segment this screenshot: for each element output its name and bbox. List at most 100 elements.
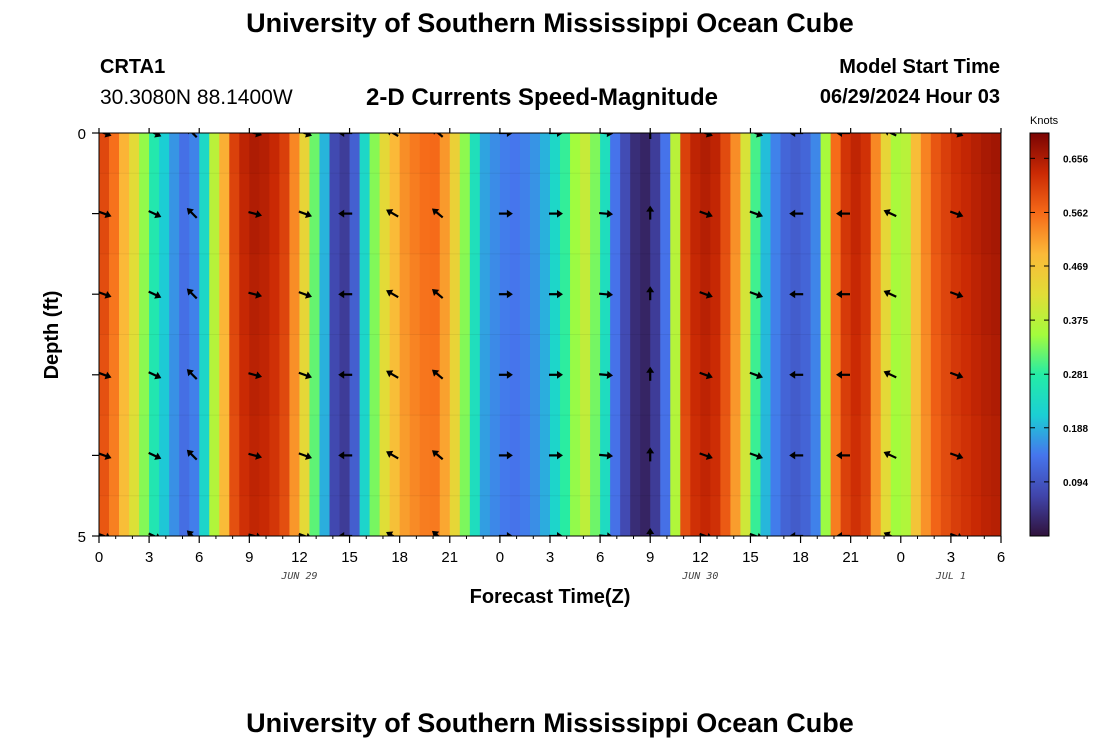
heatmap-cell	[630, 133, 641, 174]
heatmap-cell	[319, 334, 331, 416]
heatmap-cell	[469, 415, 481, 497]
current-arrow	[99, 133, 112, 138]
heatmap-cell	[870, 173, 882, 255]
heatmap-cell	[529, 133, 541, 174]
heatmap-cell	[509, 495, 521, 536]
heatmap-cell	[930, 495, 942, 536]
heatmap-cell	[479, 495, 491, 536]
heatmap-cell	[990, 415, 1001, 497]
heatmap-cell	[630, 253, 641, 335]
heatmap-cell	[289, 415, 301, 497]
current-arrow	[649, 133, 652, 139]
heatmap-cell	[860, 334, 872, 416]
heatmap-cell	[439, 415, 451, 497]
heatmap-cell	[570, 173, 581, 255]
current-arrow	[99, 452, 112, 460]
heatmap-cell	[229, 253, 240, 335]
x-tick-label: 18	[792, 549, 809, 566]
heatmap-cell	[710, 253, 721, 335]
heatmap-cell	[570, 253, 581, 335]
heatmap-cell	[399, 133, 411, 174]
current-arrow	[646, 447, 655, 462]
heatmap-cell	[700, 495, 711, 536]
heatmap-cell	[379, 253, 391, 335]
footer-title: University of Southern Mississippi Ocean…	[246, 708, 854, 738]
current-arrow	[338, 133, 353, 137]
heatmap-cell	[489, 133, 501, 174]
heatmap-cell	[800, 495, 812, 536]
heatmap-cell	[810, 415, 822, 497]
heatmap-cell	[249, 495, 260, 536]
heatmap-cell	[600, 133, 611, 174]
heatmap-cell	[660, 495, 671, 536]
heatmap-cell	[990, 133, 1001, 174]
y-tick-label: 5	[78, 529, 86, 546]
heatmap-cell	[690, 334, 701, 416]
current-arrow	[646, 366, 655, 381]
current-arrow	[789, 209, 804, 218]
heatmap-cell	[820, 415, 832, 497]
heatmap-cell	[499, 495, 511, 536]
current-arrow	[883, 209, 897, 218]
current-arrow	[789, 133, 804, 137]
heatmap-cell	[970, 173, 982, 255]
heatmap-cell	[690, 133, 701, 174]
heatmap-cell	[279, 495, 291, 536]
heatmap-cell	[860, 495, 872, 536]
current-arrow	[148, 371, 162, 380]
colorbar-tick-label: 0.656	[1063, 154, 1088, 165]
heatmap-cell	[119, 334, 130, 416]
heatmap-cell	[720, 415, 731, 497]
current-arrow	[248, 452, 263, 460]
heatmap-cell	[489, 415, 501, 497]
heatmap-cell	[489, 173, 501, 255]
current-arrow	[599, 209, 614, 218]
model-start-value: 06/29/2024 Hour 03	[819, 86, 1000, 108]
heatmap-cell	[650, 173, 661, 255]
heatmap-cell	[860, 415, 872, 497]
heatmap-cell	[369, 173, 381, 255]
heatmap-cell	[199, 133, 210, 174]
heatmap-cell	[610, 415, 621, 497]
current-arrow	[549, 451, 563, 460]
heatmap-cell	[239, 415, 250, 497]
heatmap-cell	[479, 133, 491, 174]
heatmap-cell	[560, 415, 571, 497]
heatmap-cell	[730, 253, 742, 335]
heatmap-cell	[469, 253, 481, 335]
heatmap-cell	[920, 415, 932, 497]
colorbar-gradient	[1029, 132, 1050, 537]
x-tick-label: 3	[145, 549, 153, 566]
current-arrow	[949, 291, 964, 299]
heatmap-cell	[519, 334, 531, 416]
heatmap-cell	[409, 253, 421, 335]
heatmap-cell	[730, 133, 742, 174]
heatmap-cell	[169, 495, 180, 536]
heatmap-cell	[219, 133, 230, 174]
colorbar-tick-label: 0.375	[1063, 316, 1088, 327]
heatmap-cell	[950, 495, 962, 536]
heatmap-cell	[539, 415, 551, 497]
x-tick-label: 6	[596, 549, 604, 566]
heatmap-cell	[329, 173, 341, 255]
heatmap-cell	[800, 415, 812, 497]
heatmap-cell	[920, 253, 932, 335]
heatmap-cell	[970, 415, 982, 497]
heatmap-cell	[319, 415, 331, 497]
heatmap-cell	[269, 334, 280, 416]
heatmap-cell	[860, 173, 872, 255]
heatmap-cell	[369, 133, 381, 174]
heatmap-cell	[199, 253, 210, 335]
heatmap-cell	[439, 495, 451, 536]
current-arrow	[298, 371, 313, 380]
heatmap-cell	[309, 334, 321, 416]
heatmap-cell	[269, 173, 280, 255]
current-arrow	[186, 449, 198, 461]
heatmap-cell	[720, 495, 731, 536]
heatmap-cell	[419, 415, 431, 497]
heatmap-cell	[900, 133, 912, 174]
current-arrow	[949, 133, 964, 138]
heatmap-cell	[159, 334, 170, 416]
heatmap-cell	[449, 495, 461, 536]
heatmap-cell	[680, 495, 691, 536]
